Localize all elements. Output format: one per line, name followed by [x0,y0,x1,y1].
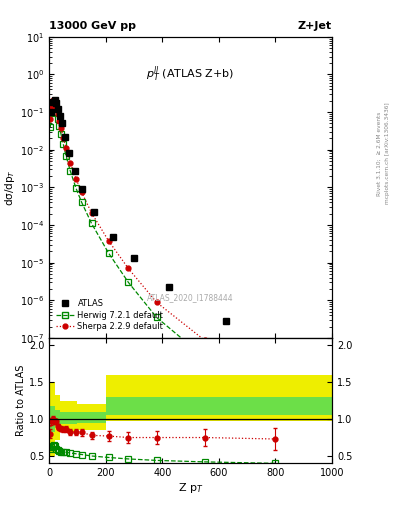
Legend: ATLAS, Herwig 7.2.1 default, Sherpa 2.2.9 default: ATLAS, Herwig 7.2.1 default, Sherpa 2.2.… [53,297,166,334]
Text: Rivet 3.1.10;  ≥ 2.6M events: Rivet 3.1.10; ≥ 2.6M events [377,112,382,196]
Text: Z+Jet: Z+Jet [298,20,332,31]
Text: $p_T^{ll}$ (ATLAS Z+b): $p_T^{ll}$ (ATLAS Z+b) [147,64,235,83]
Y-axis label: Ratio to ATLAS: Ratio to ATLAS [16,365,26,436]
Text: ATLAS_2020_I1788444: ATLAS_2020_I1788444 [147,293,234,302]
Text: 13000 GeV pp: 13000 GeV pp [49,20,136,31]
Text: mcplots.cern.ch [arXiv:1306.3436]: mcplots.cern.ch [arXiv:1306.3436] [385,103,389,204]
X-axis label: Z p$_T$: Z p$_T$ [178,481,204,495]
Y-axis label: dσ/dp$_T$: dσ/dp$_T$ [3,169,17,206]
